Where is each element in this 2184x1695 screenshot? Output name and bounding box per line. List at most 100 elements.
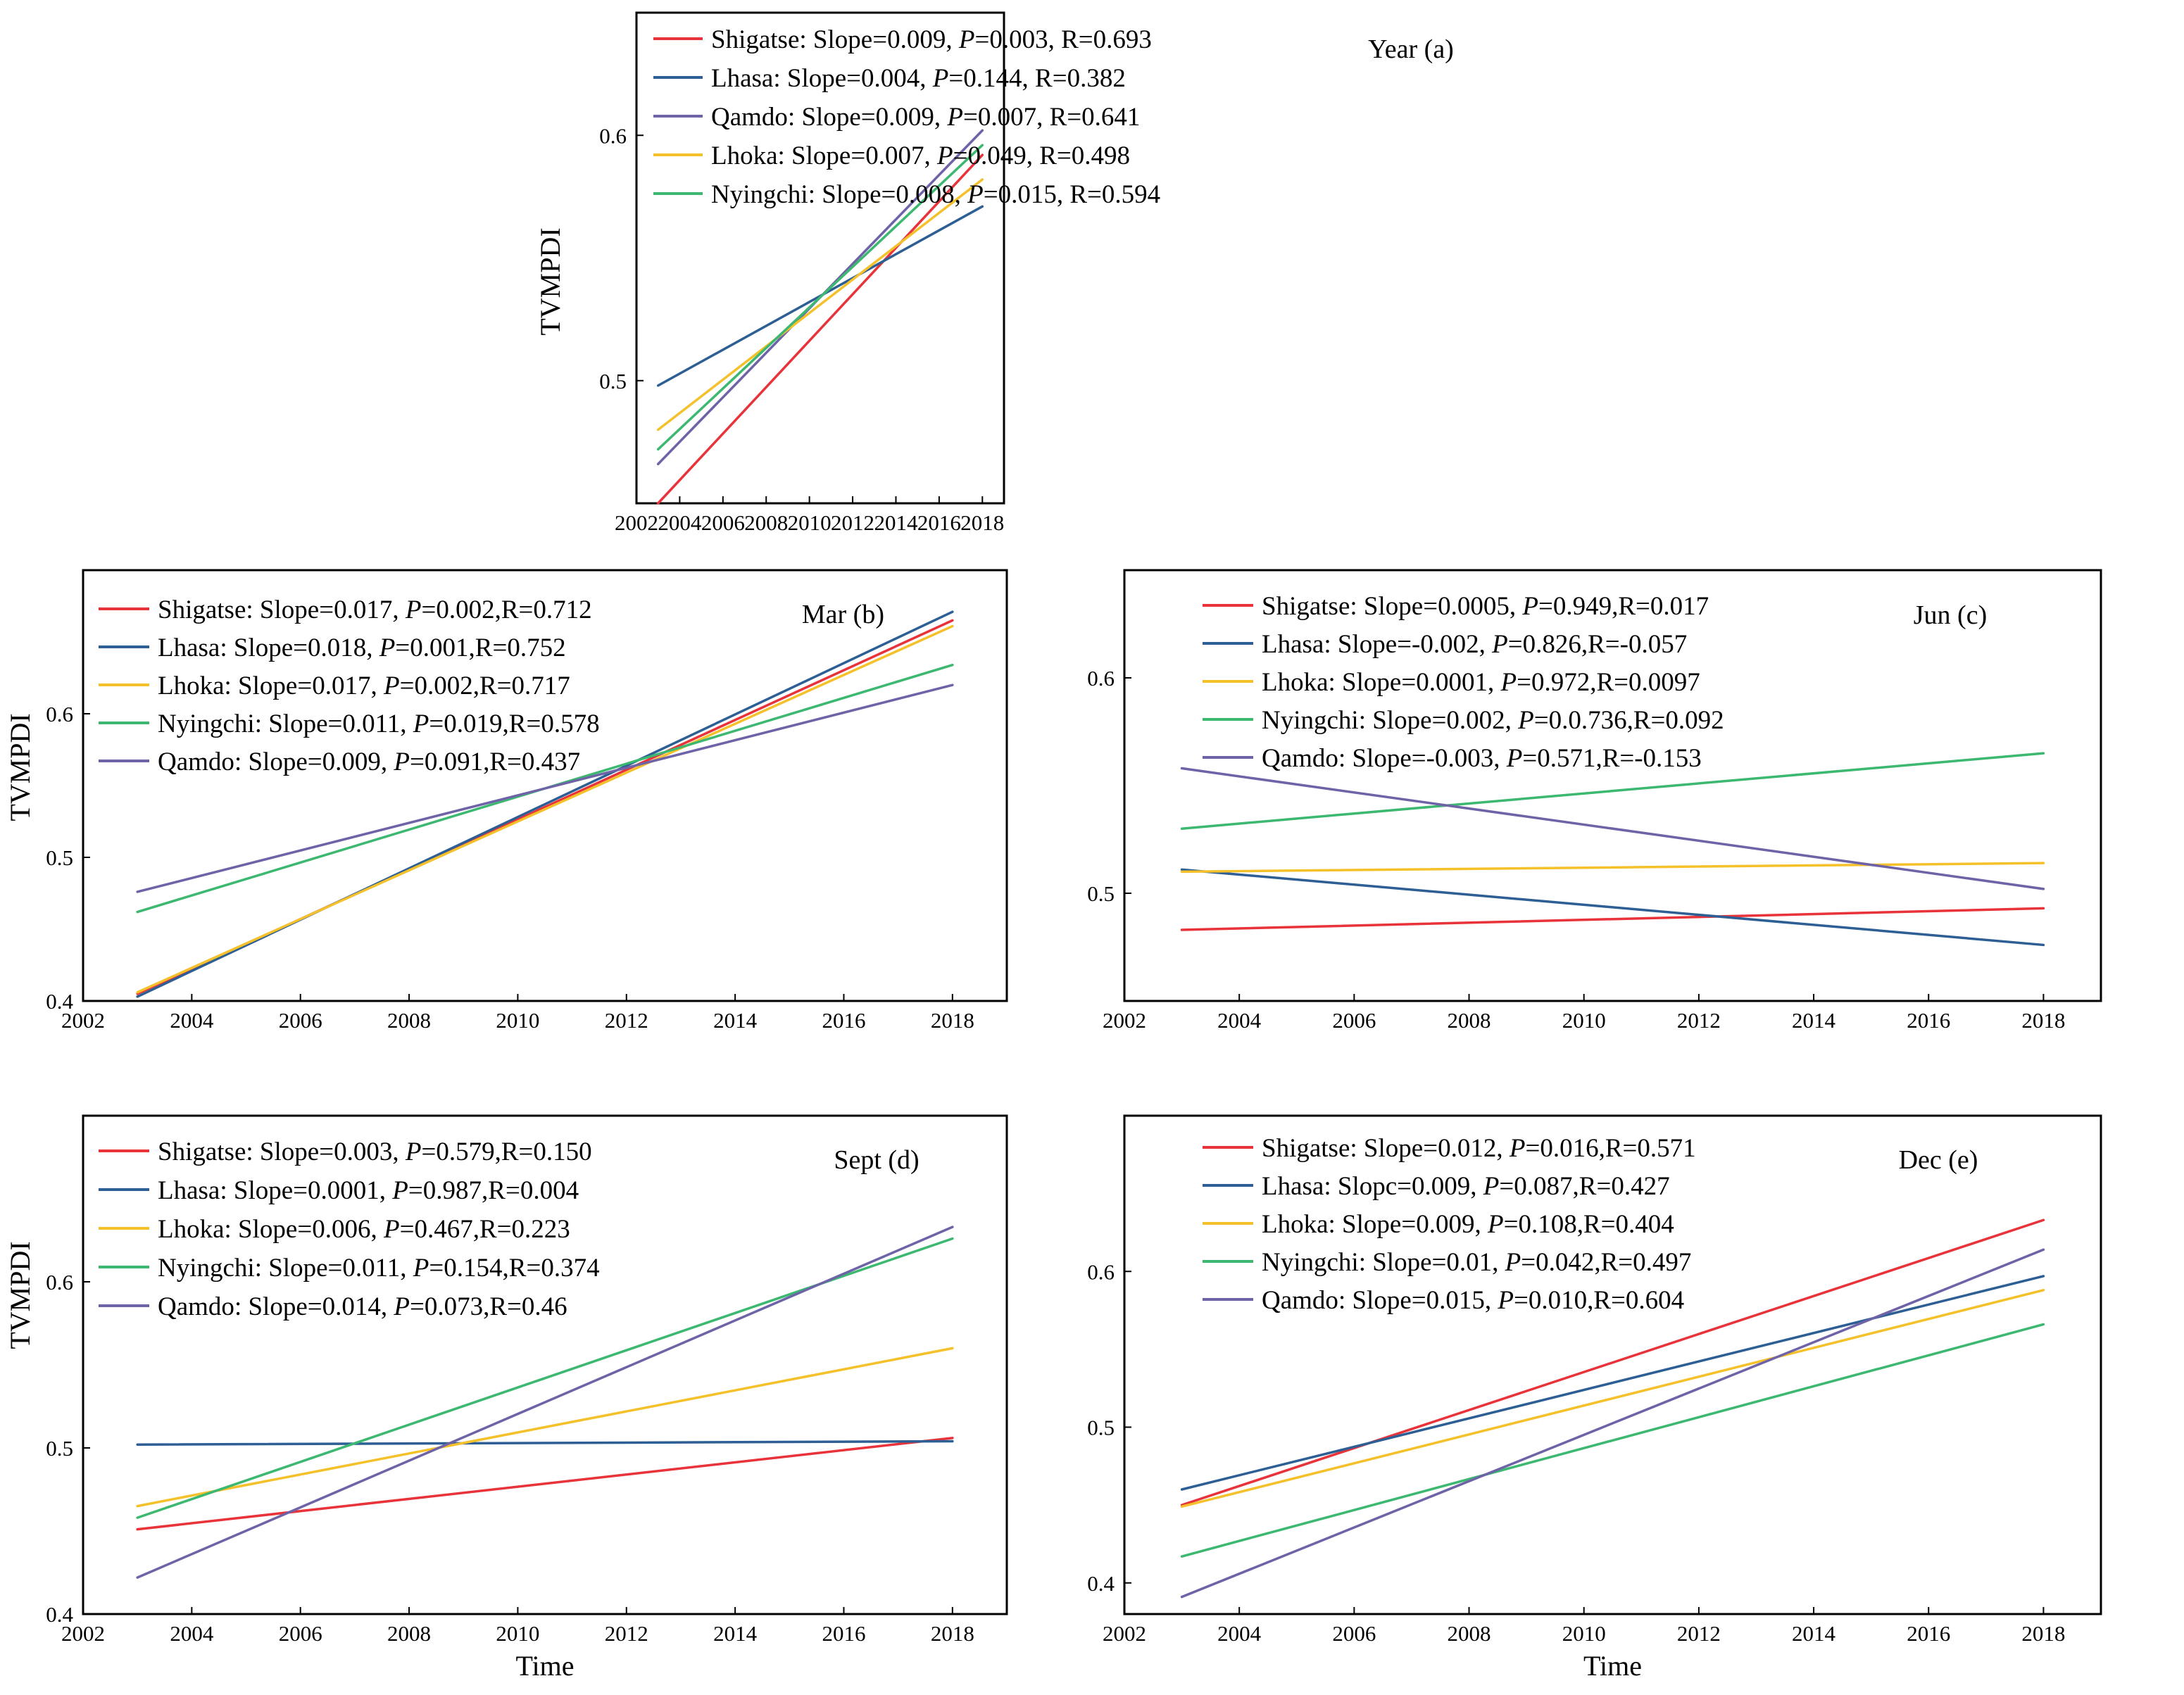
legend-label-nyingchi: Nyingchi: Slope=0.002, P=0.0.736,R=0.092 [1262, 706, 1724, 735]
x-tick-label: 2012 [1677, 1008, 1721, 1033]
panel-title: Dec (e) [1899, 1145, 1978, 1175]
legend-label-lhoka: Lhoka: Slope=0.0001, P=0.972,R=0.0097 [1262, 668, 1700, 697]
y-tick-label: 0.5 [1087, 1416, 1115, 1440]
series-line-shigatse [656, 153, 984, 505]
y-tick-label: 0.4 [46, 989, 73, 1014]
x-tick-label: 2014 [713, 1008, 758, 1033]
legend-label-nyingchi: Nyingchi: Slope=0.008, P=0.015, R=0.594 [711, 180, 1160, 209]
x-tick-label: 2004 [170, 1008, 214, 1033]
x-tick-label: 2014 [874, 510, 918, 535]
x-tick-label: 2008 [1448, 1621, 1491, 1646]
y-tick-label: 0.4 [46, 1602, 73, 1627]
y-tick-label: 0.5 [599, 369, 627, 393]
x-tick-label: 2006 [701, 510, 745, 535]
x-tick-label: 2002 [1103, 1008, 1146, 1033]
series-line-qamdo [1180, 1248, 2045, 1599]
series-line-lhoka [656, 178, 984, 431]
legend-label-qamdo: Qamdo: Slope=0.014, P=0.073,R=0.46 [158, 1292, 567, 1321]
legend-label-qamdo: Qamdo: Slope=0.015, P=0.010,R=0.604 [1262, 1286, 1684, 1315]
panel-title: Mar (b) [802, 600, 884, 629]
legend-label-shigatse: Shigatse: Slope=0.003, P=0.579,R=0.150 [158, 1138, 592, 1166]
y-tick-label: 0.6 [1087, 1259, 1115, 1284]
legend-label-lhoka: Lhoka: Slope=0.006, P=0.467,R=0.223 [158, 1215, 570, 1244]
x-tick-label: 2010 [1562, 1008, 1606, 1033]
x-tick-label: 2010 [496, 1008, 539, 1033]
legend-label-qamdo: Qamdo: Slope=0.009, P=0.091,R=0.437 [158, 748, 580, 776]
legend-label-lhasa: Lhasa: Slope=0.018, P=0.001,R=0.752 [158, 634, 566, 662]
plot-frame [82, 1114, 1008, 1615]
series-line-nyingchi [656, 144, 984, 451]
y-axis-title: TVMPDI [4, 713, 36, 821]
plot-frame [82, 569, 1008, 1002]
series-line-lhasa [1180, 868, 2045, 947]
legend-label-lhoka: Lhoka: Slope=0.009, P=0.108,R=0.404 [1262, 1210, 1674, 1239]
legend-label-nyingchi: Nyingchi: Slope=0.01, P=0.042,R=0.497 [1262, 1248, 1691, 1277]
x-tick-label: 2006 [1332, 1621, 1376, 1646]
legend-label-nyingchi: Nyingchi: Slope=0.011, P=0.154,R=0.374 [158, 1254, 600, 1283]
series-line-lhasa [136, 1439, 954, 1447]
x-tick-label: 2012 [605, 1621, 648, 1646]
x-tick-label: 2002 [61, 1008, 105, 1033]
x-tick-label: 2004 [170, 1621, 214, 1646]
series-line-lhasa [136, 610, 954, 998]
series-line-lhoka [136, 1347, 954, 1508]
y-tick-label: 0.6 [46, 1270, 73, 1294]
series-line-shigatse [1180, 1218, 2045, 1506]
x-tick-label: 2002 [61, 1621, 105, 1646]
x-tick-label: 2004 [1217, 1008, 1262, 1033]
legend-label-qamdo: Qamdo: Slope=0.009, P=0.007, R=0.641 [711, 103, 1140, 132]
y-tick-label: 0.6 [1087, 666, 1115, 691]
x-tick-label: 2012 [605, 1008, 648, 1033]
y-axis-title: TVMPDI [534, 227, 566, 335]
y-tick-label: 0.5 [46, 845, 73, 870]
x-tick-label: 2014 [1792, 1008, 1836, 1033]
panel-title: Jun (c) [1914, 600, 1987, 630]
x-tick-label: 2010 [496, 1621, 539, 1646]
x-tick-label: 2016 [1907, 1008, 1950, 1033]
x-tick-label: 2008 [1448, 1008, 1491, 1033]
x-tick-label: 2010 [1562, 1621, 1606, 1646]
legend-label-lhasa: Lhasa: Slopc=0.009, P=0.087,R=0.427 [1262, 1172, 1670, 1201]
x-axis-title: Time [1583, 1650, 1642, 1682]
panel-jun-c: 2002 2004 2006 2008 2010 2012 2014 2016 2018 0.5 0… [1087, 569, 2102, 1033]
x-tick-label: 2012 [831, 510, 874, 535]
panel-title: Sept (d) [834, 1145, 919, 1175]
legend-label-lhoka: Lhoka: Slope=0.007, P=0.049, R=0.498 [711, 141, 1130, 170]
y-tick-label: 0.5 [1087, 881, 1115, 906]
legend-label-qamdo: Qamdo: Slope=-0.003, P=0.571,R=-0.153 [1262, 744, 1702, 773]
x-tick-label: 2014 [713, 1621, 758, 1646]
panel-sept-d: 2002 2004 2006 2008 2010 2012 2014 2016 2018 0.4 0… [4, 1114, 1008, 1682]
series-line-qamdo [136, 1225, 954, 1579]
x-tick-label: 2016 [917, 510, 961, 535]
x-tick-label: 2014 [1792, 1621, 1836, 1646]
x-tick-label: 2018 [2021, 1008, 2065, 1033]
x-tick-label: 2008 [744, 510, 788, 535]
plot-frame [635, 11, 1005, 505]
legend-label-shigatse: Shigatse: Slope=0.017, P=0.002,R=0.712 [158, 596, 592, 624]
panel-dec-e: 2002 2004 2006 2008 2010 2012 2014 2016 2018 0.4 0… [1087, 1114, 2102, 1682]
x-tick-label: 2008 [387, 1621, 431, 1646]
x-tick-label: 2016 [822, 1621, 865, 1646]
y-tick-label: 0.5 [46, 1436, 73, 1461]
x-tick-label: 2002 [1103, 1621, 1146, 1646]
legend-label-shigatse: Shigatse: Slope=0.012, P=0.016,R=0.571 [1262, 1134, 1696, 1163]
x-tick-label: 2016 [822, 1008, 865, 1033]
x-axis-title: Time [515, 1650, 574, 1682]
series-line-shigatse [136, 1437, 954, 1531]
legend-label-lhasa: Lhasa: Slope=0.004, P=0.144, R=0.382 [711, 64, 1126, 93]
x-tick-label: 2006 [279, 1621, 322, 1646]
x-tick-label: 2016 [1907, 1621, 1950, 1646]
series-line-qamdo [1180, 767, 2045, 890]
y-tick-label: 0.6 [599, 123, 627, 148]
x-tick-label: 2018 [960, 510, 1004, 535]
panel-year-a: 2002 2004 2006 2008 2010 2012 2014 2016 2018 0.5 0… [534, 11, 1454, 535]
y-axis-title: TVMPDI [4, 1241, 36, 1349]
series-line-qamdo [136, 683, 954, 893]
legend-label-shigatse: Shigatse: Slope=0.0005, P=0.949,R=0.017 [1262, 592, 1709, 621]
x-tick-label: 2010 [788, 510, 831, 535]
x-tick-label: 2002 [615, 510, 658, 535]
series-line-lhoka [136, 624, 954, 994]
x-tick-label: 2006 [1332, 1008, 1376, 1033]
legend-label-lhoka: Lhoka: Slope=0.017, P=0.002,R=0.717 [158, 672, 570, 700]
